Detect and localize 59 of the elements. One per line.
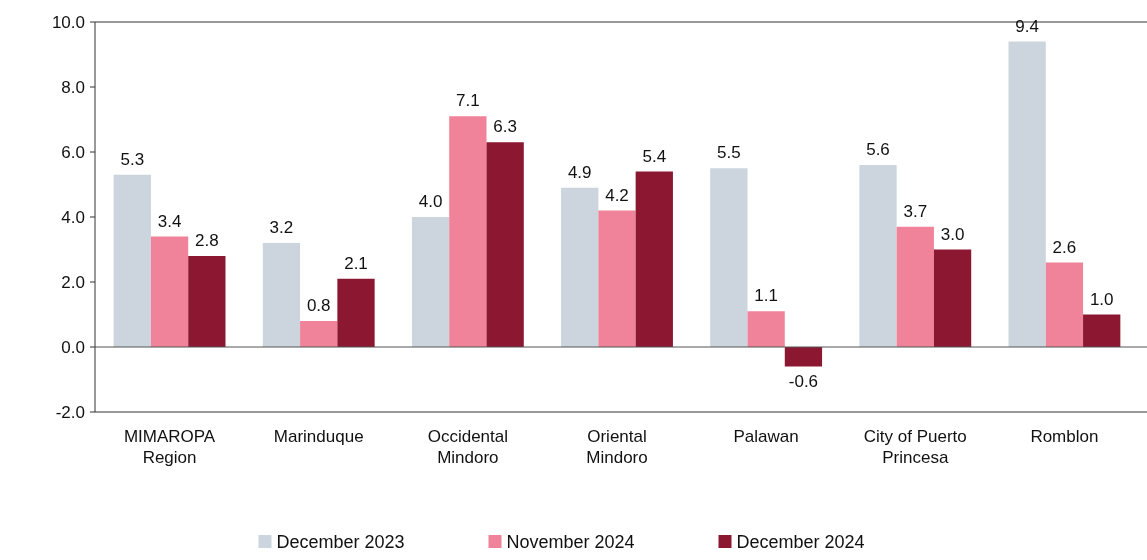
data-label: 3.4 [157,211,182,231]
bar [896,226,934,347]
legend-label: December 2024 [736,532,865,552]
data-label: 5.6 [866,140,890,159]
y-tick-label: 2.0 [61,272,85,292]
data-label: 4.2 [605,185,629,205]
bar [486,142,524,347]
y-tick-label: 4.0 [61,207,85,227]
x-tick-label: Oriental Mindoro [586,427,648,467]
bar [561,187,599,347]
data-label: 9.4 [1015,16,1039,36]
x-tick-label: City of Puerto Princesa [863,427,967,467]
bar [784,347,823,367]
x-tick-label: Palawan [733,427,799,446]
legend-label: November 2024 [506,532,635,552]
bar [1083,314,1121,347]
bar [188,256,226,347]
data-label: 4.9 [567,162,592,182]
x-tick-label: MIMAROPA Region [123,427,216,467]
bar [933,249,972,347]
x-tick-label: Marinduque [273,427,364,446]
legend-label: December 2023 [276,532,405,552]
data-label: 3.2 [269,218,294,237]
data-label: 1.0 [1089,289,1114,309]
data-label: 6.3 [493,117,517,137]
bar [1008,41,1046,347]
y-tick-label: 0.0 [61,337,85,357]
data-label: 0.8 [306,296,331,315]
data-label: 1.1 [754,286,778,306]
data-label: 3.7 [903,201,928,221]
x-tick-label: Occidental Mindoro [427,427,509,467]
y-tick-label: 8.0 [61,77,85,97]
x-tick-label: Romblon [1030,427,1099,446]
bar [449,116,487,347]
bar [337,278,375,347]
bar [635,171,673,347]
data-label: 4.0 [418,192,443,211]
data-label: 5.4 [642,146,667,166]
y-tick-label: 6.0 [61,142,85,162]
bar [859,165,897,347]
bar [1045,262,1084,347]
bar [747,311,785,347]
data-label: 5.5 [717,143,741,163]
data-label: 2.6 [1052,237,1077,257]
y-tick-label: 10.0 [51,12,85,32]
bar [411,217,450,347]
y-tick-label: -2.0 [55,402,85,422]
bar [150,236,189,347]
bar [300,321,338,347]
data-label: 7.1 [456,91,480,111]
bar [598,210,636,347]
data-label: 2.1 [344,253,368,273]
bar [710,168,748,347]
data-label: 2.8 [195,231,219,250]
bar [262,243,301,347]
data-label: -0.6 [788,371,819,391]
bar [113,174,151,347]
data-label: 5.3 [120,149,145,169]
data-label: 3.0 [940,224,965,244]
